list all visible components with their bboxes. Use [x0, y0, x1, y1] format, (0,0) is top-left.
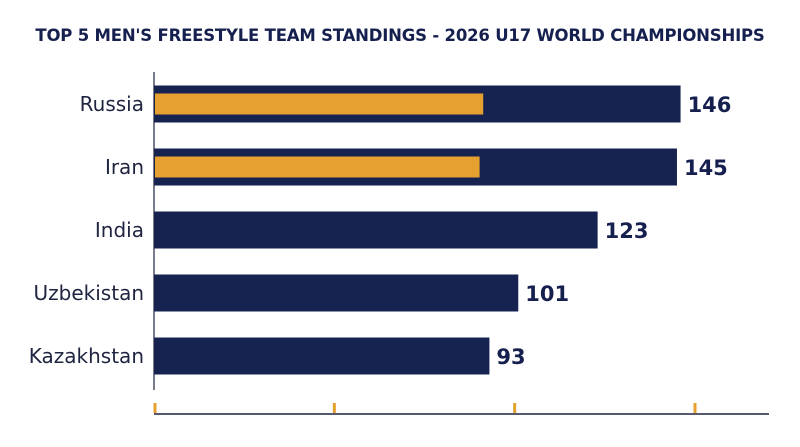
value-label-russia: 146	[688, 93, 732, 117]
category-label-kazakhstan: Kazakhstan	[29, 344, 144, 368]
highlight-bar-iran	[155, 156, 480, 178]
bar-uzbekistan	[154, 274, 519, 312]
x-axis-tick	[332, 403, 336, 413]
highlight-bar-russia	[155, 93, 484, 115]
category-label-uzbekistan: Uzbekistan	[34, 281, 144, 305]
bars-layer	[154, 85, 681, 375]
chart-title: TOP 5 MEN'S FREESTYLE TEAM STANDINGS - 2…	[35, 26, 765, 45]
value-label-iran: 145	[684, 156, 728, 180]
category-label-iran: Iran	[105, 155, 144, 179]
bar-kazakhstan	[154, 337, 490, 375]
axes-layer	[153, 72, 769, 415]
category-label-india: India	[95, 218, 144, 242]
x-axis-tick	[693, 403, 697, 413]
labels-layer: Russia 146 Iran 145 India 123 Uzbekistan 101 Kaz…	[29, 92, 732, 369]
bar-india	[154, 211, 598, 249]
value-label-kazakhstan: 93	[496, 345, 525, 369]
x-axis-tick	[153, 403, 157, 413]
x-axis-tick	[513, 403, 517, 413]
value-label-uzbekistan: 101	[525, 282, 569, 306]
value-label-india: 123	[605, 219, 649, 243]
category-label-russia: Russia	[80, 92, 144, 116]
